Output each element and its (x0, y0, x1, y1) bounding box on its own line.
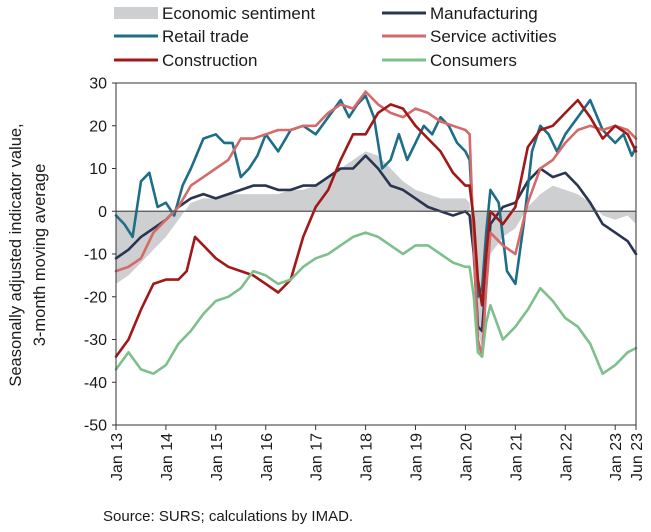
y-tick-label: 30 (89, 76, 107, 93)
series-service-activities-line (114, 90, 638, 358)
x-tick-label: Jan 19 (409, 433, 426, 481)
x-axis: Jan 13 Jan 14 Jan 15 Jan 16 Jan 17 Jan 18 Jan … (109, 425, 646, 481)
x-tick-label: Jan 18 (359, 433, 376, 481)
y-tick-label: 10 (89, 161, 107, 178)
y-tick-label: 20 (89, 118, 107, 135)
source-note: Source: SURS; calculations by IMAD. (103, 508, 354, 525)
legend-item: Consumers (382, 51, 517, 70)
y-tick-label: -50 (84, 418, 107, 435)
legend-item: Service activities (382, 27, 557, 46)
y-tick-label: 0 (98, 204, 107, 221)
legend-item: Construction (114, 51, 257, 70)
y-tick-label: -30 (84, 332, 107, 349)
x-tick-label: Jan 23 (608, 433, 625, 481)
legend-item: Economic sentiment (114, 4, 315, 23)
legend-swatch (114, 7, 158, 19)
legend-item: Retail trade (114, 27, 249, 46)
x-tick-label: Jan 13 (109, 433, 126, 481)
legend-label: Retail trade (162, 27, 249, 46)
legend-label: Construction (162, 51, 257, 70)
x-tick-label: Jan 20 (458, 433, 475, 481)
x-tick-label: Jan 21 (508, 433, 525, 481)
y-tick-label: -10 (84, 247, 107, 264)
x-tick-label: Jan 17 (309, 433, 326, 481)
legend-label: Economic sentiment (162, 4, 315, 23)
x-tick-label: Jun 23 (629, 433, 646, 481)
x-tick-label: Jan 16 (259, 433, 276, 481)
series-retail-trade-line (114, 94, 638, 299)
series-economic-sentiment-area (116, 151, 636, 349)
x-tick-label: Jan 15 (209, 433, 226, 481)
series-consumers-line (114, 231, 638, 375)
x-tick-label: Jan 14 (159, 433, 176, 481)
legend-label: Manufacturing (430, 4, 538, 23)
x-tick-label: Jan 22 (558, 433, 575, 481)
y-axis-title-line2: 3-month moving average (31, 164, 49, 347)
series-manufacturing-line (114, 154, 638, 333)
legend-label: Consumers (430, 51, 517, 70)
y-axis: 30 20 10 0 -10 -20 -30 -40 -50 (84, 76, 116, 435)
legend-item: Manufacturing (382, 4, 538, 23)
legend: Economic sentiment Manufacturing Retail tr… (114, 4, 557, 70)
plot-area (114, 82, 638, 426)
y-axis-title: Seasonally adjusted indicator value, 3-m… (7, 123, 49, 386)
series-construction-line (114, 98, 638, 358)
y-tick-label: -20 (84, 289, 107, 306)
y-tick-label: -40 (84, 375, 107, 392)
legend-label: Service activities (430, 27, 557, 46)
y-axis-title-line1: Seasonally adjusted indicator value, (7, 123, 25, 386)
